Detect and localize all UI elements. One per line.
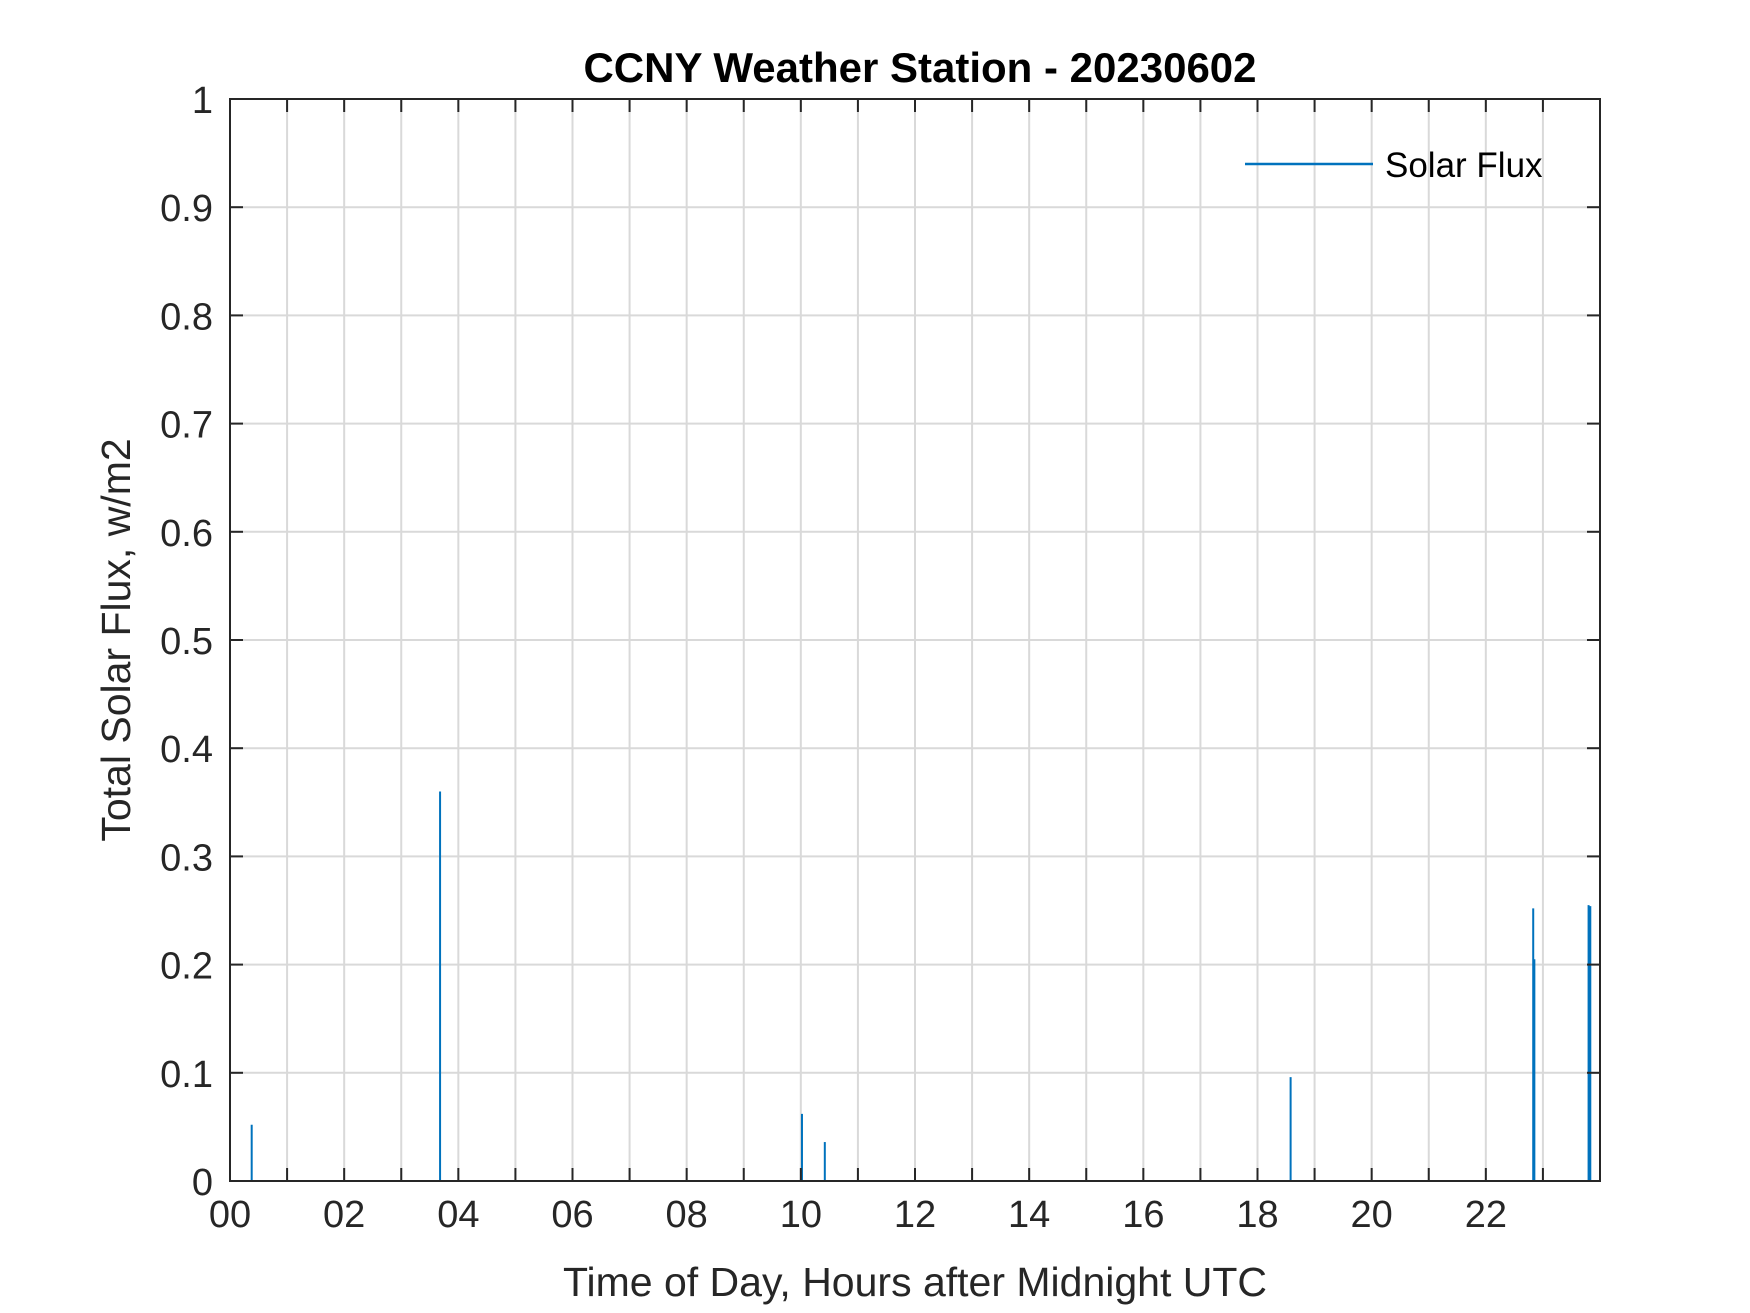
legend-label-solar-flux: Solar Flux [1385, 146, 1543, 185]
y-tick-label: 0.7 [160, 405, 213, 447]
y-tick-label: 1 [192, 80, 213, 122]
x-tick-label: 10 [780, 1194, 822, 1236]
y-tick-label: 0.9 [160, 188, 213, 230]
y-tick-label: 0.5 [160, 621, 213, 663]
y-tick-label: 0.4 [160, 729, 213, 771]
y-tick-label: 0.6 [160, 513, 213, 555]
chart-title: CCNY Weather Station - 20230602 [583, 44, 1256, 91]
x-tick-label: 08 [666, 1194, 708, 1236]
y-tick-label: 0 [192, 1162, 213, 1204]
y-tick-label: 0.2 [160, 946, 213, 988]
tick-marks [229, 98, 1601, 1182]
x-tick-label: 16 [1122, 1194, 1164, 1236]
y-tick-label: 0.1 [160, 1054, 213, 1096]
x-tick-label: 00 [209, 1194, 251, 1236]
y-tick-labels: 0 0.1 0.2 0.3 0.4 0.5 0.6 0.7 0.8 0.9 1 [160, 80, 213, 1204]
y-tick-label: 0.8 [160, 296, 213, 338]
x-axis-label: Time of Day, Hours after Midnight UTC [563, 1259, 1267, 1305]
x-tick-label: 02 [323, 1194, 365, 1236]
x-tick-label: 20 [1351, 1194, 1393, 1236]
x-tick-labels: 00 02 04 06 08 10 12 14 16 18 20 22 [209, 1194, 1507, 1236]
x-tick-label: 14 [1008, 1194, 1050, 1236]
x-tick-label: 04 [437, 1194, 479, 1236]
x-tick-label: 22 [1465, 1194, 1507, 1236]
y-axis-label: Total Solar Flux, w/m2 [93, 438, 139, 841]
grid [230, 99, 1600, 1181]
x-tick-label: 18 [1236, 1194, 1278, 1236]
x-tick-label: 12 [894, 1194, 936, 1236]
y-tick-label: 0.3 [160, 837, 213, 879]
legend: Solar Flux [1245, 146, 1543, 185]
x-tick-label: 06 [551, 1194, 593, 1236]
